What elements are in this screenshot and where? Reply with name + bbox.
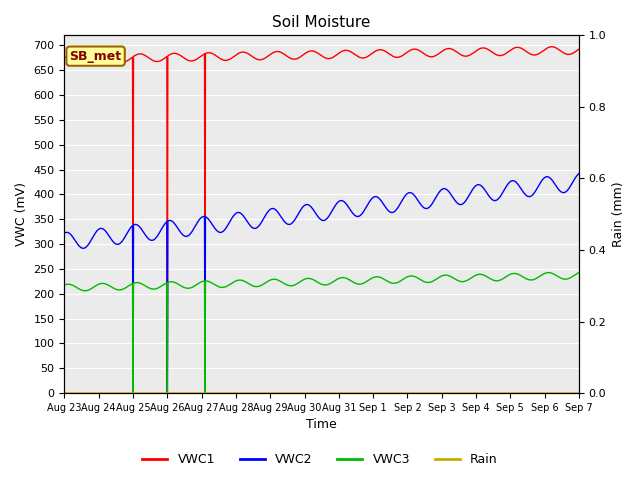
Y-axis label: Rain (mm): Rain (mm) [612, 181, 625, 247]
Title: Soil Moisture: Soil Moisture [273, 15, 371, 30]
X-axis label: Time: Time [307, 419, 337, 432]
Y-axis label: VWC (mV): VWC (mV) [15, 182, 28, 246]
Text: SB_met: SB_met [70, 49, 122, 63]
Legend: VWC1, VWC2, VWC3, Rain: VWC1, VWC2, VWC3, Rain [138, 448, 502, 471]
